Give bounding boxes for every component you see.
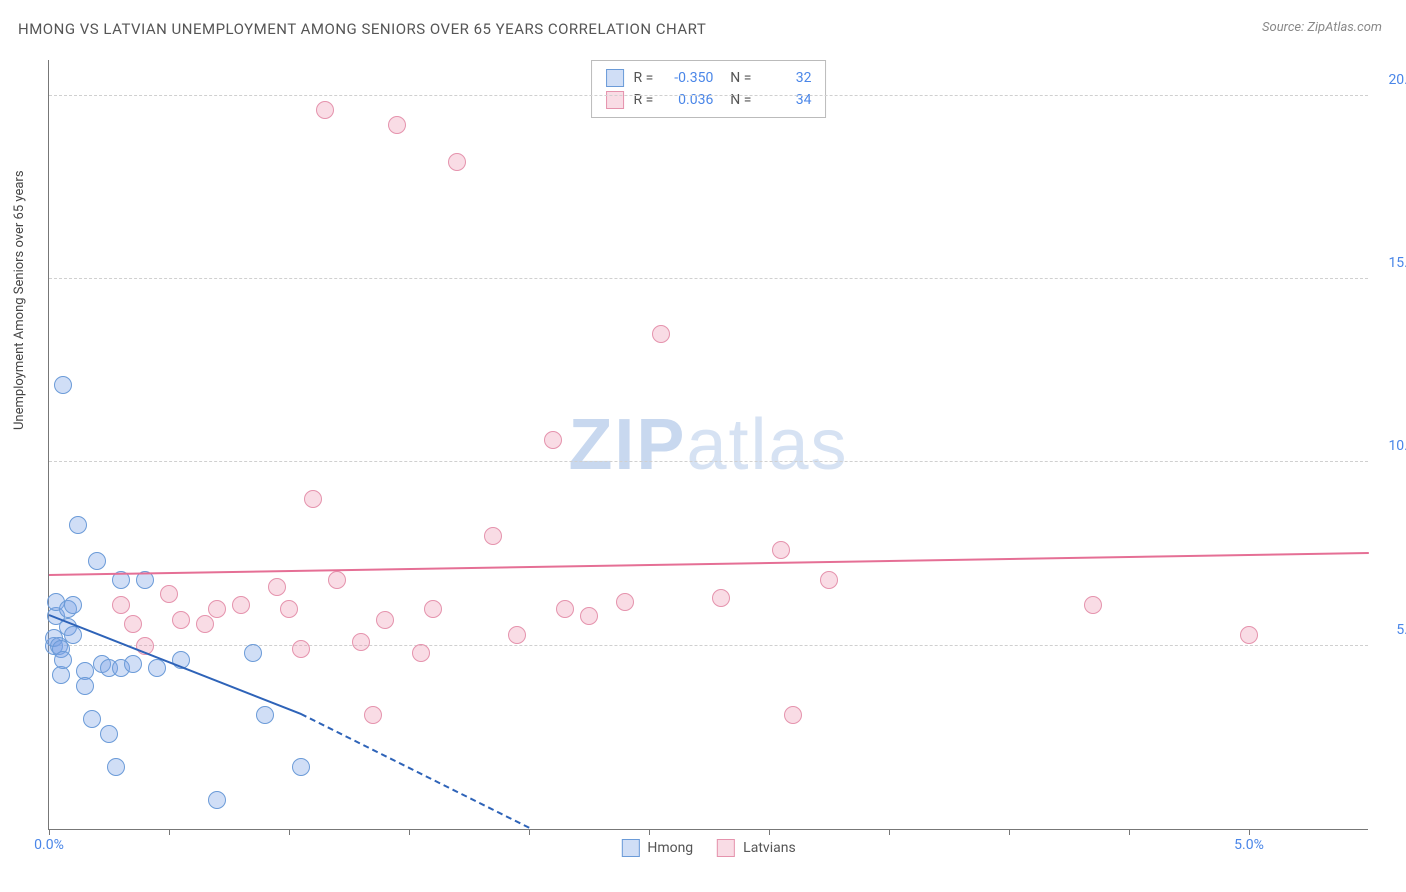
latvians-point [820,571,838,589]
latvians-point [784,706,802,724]
latvians-point [328,571,346,589]
hmong-swatch [606,69,624,87]
latvians-point [448,153,466,171]
stats-row-latvians: R = 0.036 N = 34 [606,89,812,111]
stat-n-label: N = [723,67,751,89]
x-tick [1249,829,1250,835]
x-tick [1129,829,1130,835]
x-tick-label: 0.0% [34,837,64,853]
latvians-point [556,600,574,618]
x-tick [889,829,890,835]
gridline [49,461,1368,462]
latvians-point [412,644,430,662]
latvians-point [268,578,286,596]
latvians-point [424,600,442,618]
hmong-point [100,725,118,743]
stat-n-label: N = [723,89,751,111]
stat-r-label: R = [634,67,654,89]
latvians-point [376,611,394,629]
latvians-point [124,615,142,633]
hmong-point [69,516,87,534]
hmong-legend-label: Hmong [647,840,693,856]
latvians-point [352,633,370,651]
stat-r-label: R = [634,89,654,111]
latvians-trendline [49,552,1369,576]
x-tick [169,829,170,835]
latvians-point [712,589,730,607]
latvians-n-value: 34 [761,89,811,111]
latvians-point [1084,596,1102,614]
chart-title: HMONG VS LATVIAN UNEMPLOYMENT AMONG SENI… [18,20,706,38]
hmong-point [54,376,72,394]
x-tick-label: 5.0% [1234,837,1264,853]
hmong-point [64,596,82,614]
hmong-n-value: 32 [761,67,811,89]
latvians-point [160,585,178,603]
x-tick [649,829,650,835]
latvians-point [772,541,790,559]
latvians-point [364,706,382,724]
hmong-point [256,706,274,724]
gridline [49,278,1368,279]
hmong-point [107,758,125,776]
hmong-point [54,651,72,669]
watermark: ZIPatlas [568,404,848,486]
hmong-point [76,677,94,695]
source-attribution: Source: ZipAtlas.com [1262,20,1382,35]
latvians-point [1240,626,1258,644]
x-tick [529,829,530,835]
hmong-point [124,655,142,673]
hmong-trendline-extrapolated [301,713,530,828]
stats-row-hmong: R = -0.350 N = 32 [606,67,812,89]
latvians-point [652,325,670,343]
latvians-point [196,615,214,633]
legend-item-latvians: Latvians [717,839,796,857]
x-tick [289,829,290,835]
hmong-point [292,758,310,776]
latvians-point [508,626,526,644]
latvians-point [304,490,322,508]
x-tick [409,829,410,835]
latvians-point [580,607,598,625]
x-tick [769,829,770,835]
latvians-point [292,640,310,658]
latvians-point [484,527,502,545]
latvians-legend-swatch [717,839,735,857]
hmong-r-value: -0.350 [663,67,713,89]
hmong-legend-swatch [621,839,639,857]
latvians-point [280,600,298,618]
latvians-point [172,611,190,629]
latvians-point [544,431,562,449]
x-tick [49,829,50,835]
latvians-point [208,600,226,618]
latvians-r-value: 0.036 [663,89,713,111]
hmong-point [208,791,226,809]
legend-item-hmong: Hmong [621,839,693,857]
series-legend: Hmong Latvians [621,839,795,857]
latvians-point [232,596,250,614]
x-tick [1009,829,1010,835]
y-tick-label: 5.0% [1396,622,1406,638]
watermark-part1: ZIP [568,405,686,485]
latvians-legend-label: Latvians [743,840,796,856]
latvians-point [112,596,130,614]
hmong-point [83,710,101,728]
watermark-part2: atlas [686,405,848,485]
stats-legend: R = -0.350 N = 32 R = 0.036 N = 34 [591,60,827,118]
scatter-plot-area: ZIPatlas R = -0.350 N = 32 R = 0.036 N =… [48,60,1368,830]
gridline [49,95,1368,96]
y-tick-label: 10.0% [1388,438,1406,454]
hmong-point [244,644,262,662]
y-axis-label: Unemployment Among Seniors over 65 years [12,170,27,430]
latvians-point [316,101,334,119]
y-tick-label: 15.0% [1388,255,1406,271]
latvians-point [388,116,406,134]
hmong-point [88,552,106,570]
y-tick-label: 20.0% [1388,72,1406,88]
latvians-point [616,593,634,611]
